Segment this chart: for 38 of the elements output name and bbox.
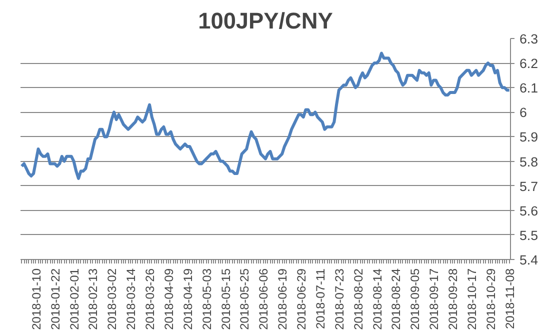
x-tick-label: 2018-05-03 — [200, 268, 214, 330]
y-tick-label: 5.9 — [520, 130, 538, 145]
x-tick-label: 2018-04-19 — [180, 268, 195, 330]
x-tick-label: 2018-09-28 — [446, 268, 460, 330]
x-tick-label: 2018-05-15 — [218, 268, 233, 330]
x-tick-label: 2018-11-08 — [502, 268, 517, 329]
x-tick-label: 2018-07-11 — [313, 268, 328, 329]
y-tick-label: 5.5 — [520, 228, 538, 243]
x-tick-label: 2018-09-05 — [408, 268, 422, 330]
x-tick-label: 2018-04-09 — [162, 268, 176, 330]
x-tick-label: 2018-09-17 — [427, 268, 442, 330]
x-tick-label: 2018-03-26 — [143, 268, 158, 330]
x-tick-label: 2018-07-23 — [332, 268, 346, 330]
x-tick-label: 2018-06-19 — [276, 268, 290, 330]
x-tick-label: 2018-10-29 — [484, 268, 498, 330]
y-tick-label: 5.6 — [520, 203, 538, 218]
x-tick-label: 2018-06-29 — [294, 268, 309, 330]
line-series — [20, 52, 510, 180]
x-tick-label: 2018-08-24 — [389, 268, 404, 330]
x-tick-label: 2018-10-17 — [464, 268, 479, 330]
x-tick-label: 2018-03-14 — [124, 268, 138, 330]
chart-title: 100JPY/CNY — [198, 8, 333, 34]
y-tick-label: 6.2 — [520, 56, 538, 72]
x-tick-label: 2018-06-06 — [256, 268, 271, 330]
x-tick-label: 2018-01-22 — [48, 268, 62, 330]
y-tick-label: 5.4 — [520, 252, 539, 268]
x-tick-label: 2018-03-02 — [105, 268, 120, 330]
x-tick-label: 2018-05-25 — [238, 268, 252, 330]
x-tick-label: 2018-02-13 — [86, 268, 100, 330]
y-tick-label: 6 — [520, 105, 527, 120]
y-tick-label: 5.8 — [520, 154, 538, 170]
y-tick-label: 6.1 — [520, 80, 538, 96]
x-tick-label: 2018-08-02 — [351, 268, 366, 330]
y-tick-label: 6.3 — [520, 32, 538, 46]
x-tick-label: 2018-08-14 — [370, 268, 384, 330]
x-tick-label: 2018-02-01 — [67, 268, 82, 330]
y-tick-label: 5.7 — [520, 178, 538, 194]
x-tick-label: 2018-01-10 — [29, 268, 44, 330]
